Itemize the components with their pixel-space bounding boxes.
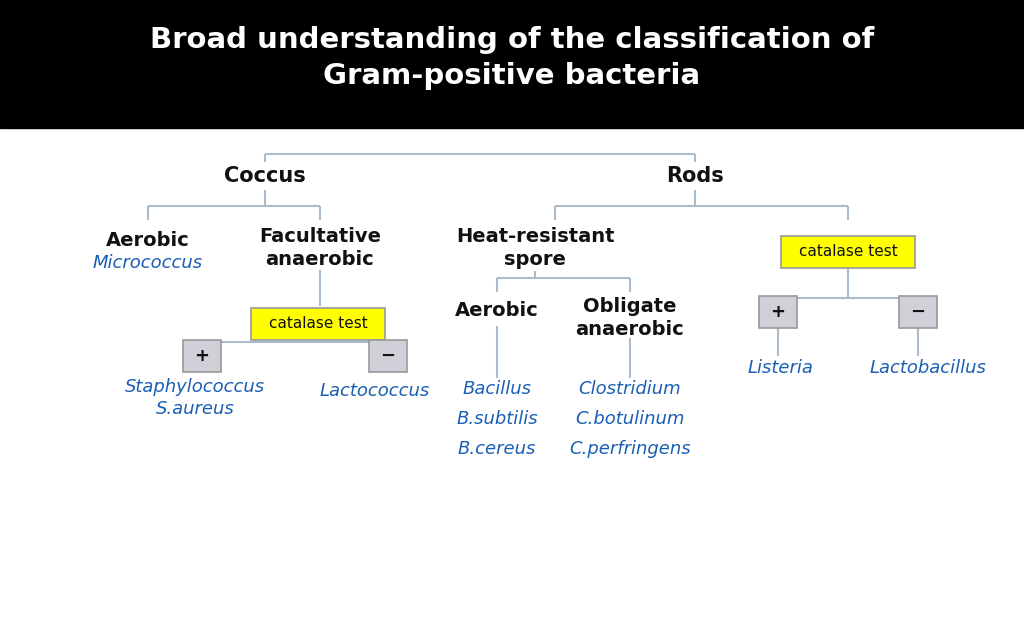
- Text: Rods: Rods: [667, 166, 724, 186]
- Text: Listeria: Listeria: [748, 359, 813, 377]
- Text: Aerobic: Aerobic: [106, 232, 189, 250]
- Text: Staphylococcus
S.aureus: Staphylococcus S.aureus: [125, 378, 265, 418]
- Text: B.subtilis: B.subtilis: [456, 410, 538, 428]
- Text: Coccus: Coccus: [224, 166, 306, 186]
- Text: Lactobacillus: Lactobacillus: [869, 359, 986, 377]
- Text: +: +: [195, 347, 210, 365]
- FancyBboxPatch shape: [781, 236, 915, 268]
- Text: Bacillus: Bacillus: [463, 380, 531, 398]
- Text: −: −: [910, 303, 926, 321]
- Text: Facultative
anaerobic: Facultative anaerobic: [259, 227, 381, 269]
- Text: +: +: [770, 303, 785, 321]
- Text: C.perfringens: C.perfringens: [569, 440, 691, 458]
- FancyBboxPatch shape: [251, 308, 385, 340]
- Text: catalase test: catalase test: [799, 245, 897, 260]
- Text: Aerobic: Aerobic: [455, 302, 539, 321]
- FancyBboxPatch shape: [899, 296, 937, 328]
- FancyBboxPatch shape: [183, 340, 221, 372]
- Text: Obligate
anaerobic: Obligate anaerobic: [575, 297, 684, 339]
- Text: B.cereus: B.cereus: [458, 440, 537, 458]
- Text: Heat-resistant
spore: Heat-resistant spore: [456, 227, 614, 269]
- Text: Micrococcus: Micrococcus: [93, 254, 203, 272]
- FancyBboxPatch shape: [759, 296, 797, 328]
- FancyBboxPatch shape: [369, 340, 407, 372]
- Text: Lactococcus: Lactococcus: [319, 382, 430, 400]
- Text: catalase test: catalase test: [268, 317, 368, 332]
- Text: Broad understanding of the classification of
Gram-positive bacteria: Broad understanding of the classificatio…: [150, 26, 874, 90]
- Text: Clostridium: Clostridium: [579, 380, 681, 398]
- Text: C.botulinum: C.botulinum: [575, 410, 685, 428]
- Bar: [0, 0, 1024, 128]
- Text: −: −: [381, 347, 395, 365]
